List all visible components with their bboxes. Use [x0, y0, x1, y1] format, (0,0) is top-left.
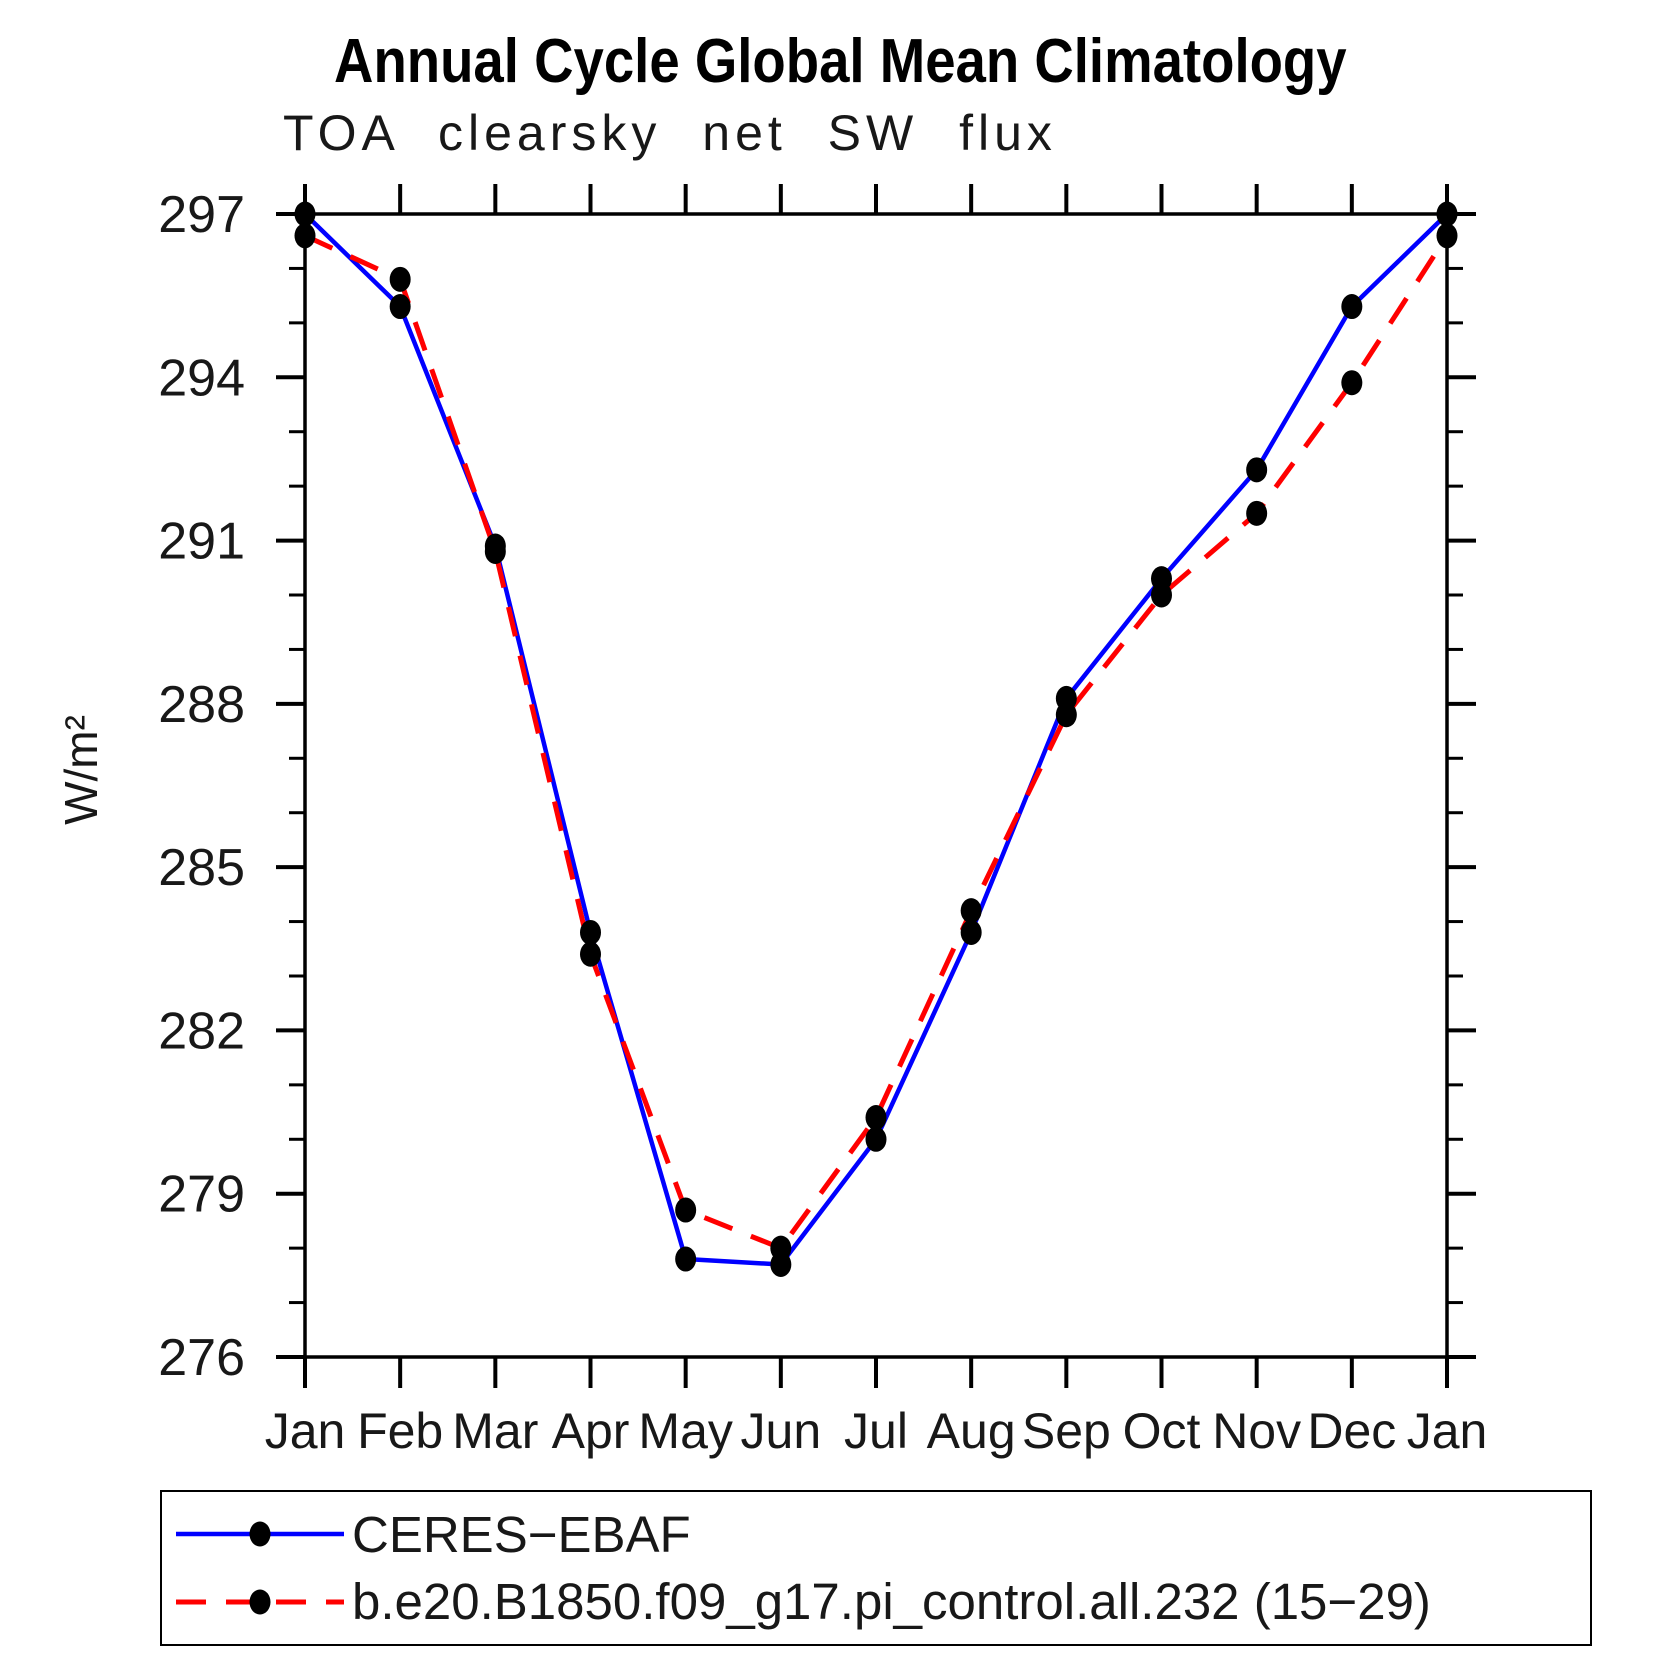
x-tick-label: Jan [265, 1403, 346, 1459]
legend-item-model: b.e20.B1850.f09_g17.pi_control.all.232 (… [172, 1572, 1590, 1631]
data-point-marker [770, 1235, 792, 1261]
legend-item-label: CERES−EBAF [352, 1505, 691, 1563]
data-point-marker [960, 919, 982, 945]
y-tick-label: 288 [158, 676, 245, 734]
x-tick-label: Feb [357, 1403, 443, 1459]
x-tick-label: May [638, 1403, 732, 1459]
data-point-marker [580, 919, 601, 945]
data-point-marker [1341, 294, 1363, 320]
data-point-marker [865, 1105, 887, 1131]
data-point-marker [580, 941, 601, 967]
y-tick-label: 297 [158, 186, 245, 244]
data-point-marker [389, 294, 411, 320]
y-tick-label: 276 [158, 1329, 245, 1387]
x-tick-label: Jul [844, 1403, 908, 1459]
x-tick-label: Sep [1022, 1403, 1111, 1459]
data-point-marker [1055, 702, 1077, 728]
y-tick-label: 294 [158, 349, 245, 407]
data-point-marker [294, 201, 316, 227]
data-point-marker [1246, 457, 1268, 483]
data-point-marker [675, 1246, 697, 1272]
legend-item-label: b.e20.B1850.f09_g17.pi_control.all.232 (… [352, 1573, 1431, 1631]
data-point-marker [1151, 582, 1172, 608]
data-point-marker [675, 1197, 697, 1223]
data-point-marker [1246, 500, 1268, 526]
legend-item-ceres-ebaf: CERES−EBAF [172, 1505, 1590, 1564]
data-series [294, 201, 1458, 1277]
y-tick-label: 282 [158, 1002, 245, 1060]
plot-frame [303, 212, 1449, 1359]
series-line-1 [303, 233, 1450, 1251]
data-point-marker [389, 266, 411, 292]
chart-subtitle: TOA clearsky net SW flux [283, 105, 1057, 161]
data-point-marker [960, 898, 982, 924]
chart-title-text: Annual Cycle Global Mean Climatology [333, 27, 1347, 96]
x-tick-label: Jan [1407, 1403, 1488, 1459]
y-axis-label: W/m² [55, 715, 107, 825]
data-point-marker [1436, 201, 1458, 227]
data-point-marker [1341, 370, 1363, 396]
y-tick-label: 279 [158, 1166, 245, 1224]
x-tick-label: Oct [1123, 1403, 1201, 1459]
y-tick-label: 285 [158, 839, 245, 897]
x-tick-label: Apr [552, 1403, 630, 1459]
data-point-marker [294, 223, 316, 249]
x-tick-label: Dec [1307, 1403, 1396, 1459]
x-tick-label: Nov [1212, 1403, 1301, 1459]
y-tick-label: 291 [158, 513, 245, 571]
data-point-marker [484, 538, 506, 564]
data-point-marker [865, 1126, 887, 1152]
data-point-marker [1436, 223, 1458, 249]
x-tick-label: Mar [452, 1403, 538, 1459]
chart-title: Annual Cycle Global Mean Climatology [0, 26, 1680, 97]
legend-sample-solid-line [176, 1521, 344, 1547]
legend-box: CERES−EBAF b.e20.B1850.f09_g17.pi_contro… [160, 1490, 1592, 1646]
x-tick-label: Aug [927, 1403, 1016, 1459]
x-tick-label: Jun [741, 1403, 822, 1459]
legend-sample-dashed-line [176, 1589, 344, 1615]
